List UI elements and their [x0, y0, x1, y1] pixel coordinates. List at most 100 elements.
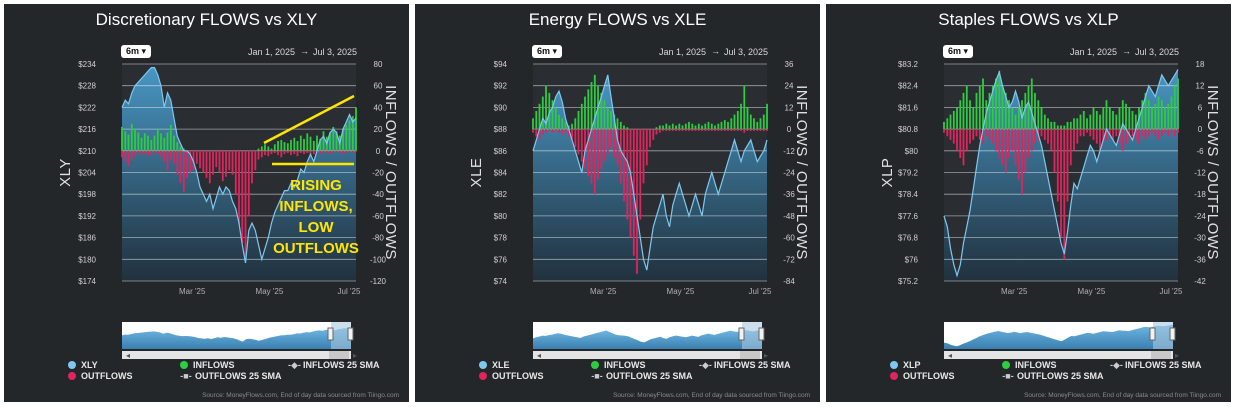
legend-outflows-sma-label: OUTFLOWS 25 SMA: [195, 371, 282, 381]
outflow-bar: [173, 150, 175, 164]
outflow-bar: [662, 129, 664, 131]
y-tick-label: $78: [494, 234, 508, 243]
legend-inflows[interactable]: INFLOWS: [591, 360, 646, 370]
outflow-bar: [965, 129, 968, 151]
flows-chart[interactable]: $234 $228 $222 $216 $210 $204 $198 $192 $186 $180…: [4, 4, 409, 402]
flows-chart[interactable]: $83.2 $82.4 $81.6 $80.8 $80 $79.2 $78.4 $77.6 $7…: [826, 4, 1231, 402]
scroll-right-arrow-icon: ▸: [1175, 351, 1179, 360]
legend-price[interactable]: XLY: [68, 360, 98, 370]
outflow-bar: [127, 150, 130, 166]
inflow-bar: [1121, 100, 1124, 130]
inflow-bar: [351, 116, 354, 151]
outflow-bar: [225, 150, 227, 177]
legend-outflows-label: OUTFLOWS: [81, 371, 133, 381]
outflow-bar: [639, 129, 642, 220]
range-label: 6m: [126, 46, 140, 56]
legend-outflows[interactable]: OUTFLOWS: [68, 371, 133, 381]
date-end[interactable]: Jul 3, 2025: [724, 47, 769, 57]
inflows-dot-icon: [180, 361, 188, 369]
outflow-bar: [603, 129, 606, 162]
y-tick-label: $75.2: [898, 277, 919, 286]
y2-tick-label: -36: [783, 190, 795, 199]
inflow-bar: [580, 103, 583, 130]
legend-price[interactable]: XLE: [479, 360, 510, 370]
y2-tick-label: 0: [1198, 125, 1203, 134]
inflow-bar: [1144, 92, 1147, 130]
legend-outflows[interactable]: OUTFLOWS: [479, 371, 544, 381]
date-range-arrow: →: [711, 46, 720, 56]
inflow-bar: [342, 129, 344, 151]
inflow-bar: [283, 142, 286, 151]
outflow-bar: [195, 150, 198, 164]
inflow-bar: [541, 96, 544, 130]
x-tick-label: Jul '25: [338, 287, 361, 296]
range-dropdown[interactable]: 6m ▾: [943, 45, 974, 58]
legend-inflows-sma[interactable]: -◆- INFLOWS 25 SMA: [288, 360, 380, 371]
inflow-bar: [626, 127, 629, 130]
inflow-bar: [173, 135, 175, 151]
inflow-bar: [1073, 118, 1075, 130]
outflow-bar: [645, 129, 648, 166]
legend-outflows-sma[interactable]: -■- OUTFLOWS 25 SMA: [180, 371, 282, 381]
inflow-bar: [1008, 100, 1010, 130]
inflow-bar: [147, 135, 149, 151]
range-dropdown[interactable]: 6m ▾: [121, 45, 152, 58]
inflow-bar: [124, 131, 127, 151]
outflow-bar: [606, 129, 609, 155]
inflow-bar: [587, 89, 590, 130]
legend-inflows[interactable]: INFLOWS: [1002, 360, 1057, 370]
outflow-bar: [671, 129, 674, 131]
date-end[interactable]: Jul 3, 2025: [313, 47, 358, 57]
inflow-bar: [720, 121, 723, 130]
inflow-bar: [1141, 100, 1144, 130]
flows-chart[interactable]: $94 $92 $90 $88 $86 $84 $82 $80 $78 $76 $74 36 24 12 0…: [415, 4, 820, 402]
outflow-bar: [186, 150, 188, 178]
date-start[interactable]: Jan 1, 2025: [659, 47, 707, 57]
date-start[interactable]: Jan 1, 2025: [1070, 47, 1118, 57]
legend-inflows-sma[interactable]: -◆- INFLOWS 25 SMA: [1110, 360, 1202, 371]
inflow-bar: [593, 74, 596, 130]
y-tick-label: $204: [78, 169, 96, 178]
inflow-bar: [1030, 78, 1033, 130]
legend-outflows[interactable]: OUTFLOWS: [890, 371, 955, 381]
inflow-bar: [303, 138, 305, 151]
outflow-bar: [137, 150, 140, 153]
outflow-bar: [697, 129, 700, 131]
legend-outflows-sma[interactable]: -■- OUTFLOWS 25 SMA: [591, 371, 692, 381]
inflow-bar: [691, 123, 694, 130]
legend-price[interactable]: XLP: [890, 360, 921, 370]
y-tick-label: $222: [78, 103, 96, 112]
navigator-handle-left: [738, 327, 745, 341]
inflow-bar: [1056, 125, 1059, 130]
legend-inflows[interactable]: INFLOWS: [180, 360, 235, 370]
outflow-bar: [558, 129, 560, 133]
outflow-bar: [1157, 129, 1160, 140]
inflow-bar: [1037, 100, 1040, 130]
date-end[interactable]: Jul 3, 2025: [1135, 47, 1180, 57]
source-credit: Source: MoneyFlows.com, End of day data …: [1024, 392, 1221, 399]
date-start[interactable]: Jan 1, 2025: [248, 47, 296, 57]
y2-axis-title: INFLOWS / OUTFLOWS: [382, 85, 399, 260]
legend-inflows-sma[interactable]: -◆- INFLOWS 25 SMA: [699, 360, 791, 371]
outflow-bar: [946, 129, 949, 137]
legend-outflows-sma[interactable]: -■- OUTFLOWS 25 SMA: [1002, 371, 1103, 381]
inflow-bar: [574, 118, 577, 130]
inflow-bar: [1112, 111, 1114, 130]
inflow-bar: [1017, 107, 1020, 130]
inflow-bar: [296, 141, 299, 151]
y2-tick-label: -42: [1194, 277, 1206, 286]
outflow-bar: [1060, 129, 1062, 238]
price-area: [533, 74, 767, 282]
inflow-bar: [1131, 111, 1134, 130]
y-tick-label: $78.4: [898, 190, 919, 199]
inflow-bar: [998, 71, 1001, 130]
range-dropdown[interactable]: 6m ▾: [532, 45, 563, 58]
price-line: [121, 67, 357, 264]
outflow-bar: [655, 129, 658, 135]
y2-tick-label: -100: [370, 255, 387, 264]
outflow-bar: [538, 129, 541, 140]
outflow-bar: [723, 129, 726, 131]
outflow-bar: [202, 150, 205, 173]
outflow-bar: [176, 150, 179, 175]
outflow-bar: [1102, 129, 1105, 144]
